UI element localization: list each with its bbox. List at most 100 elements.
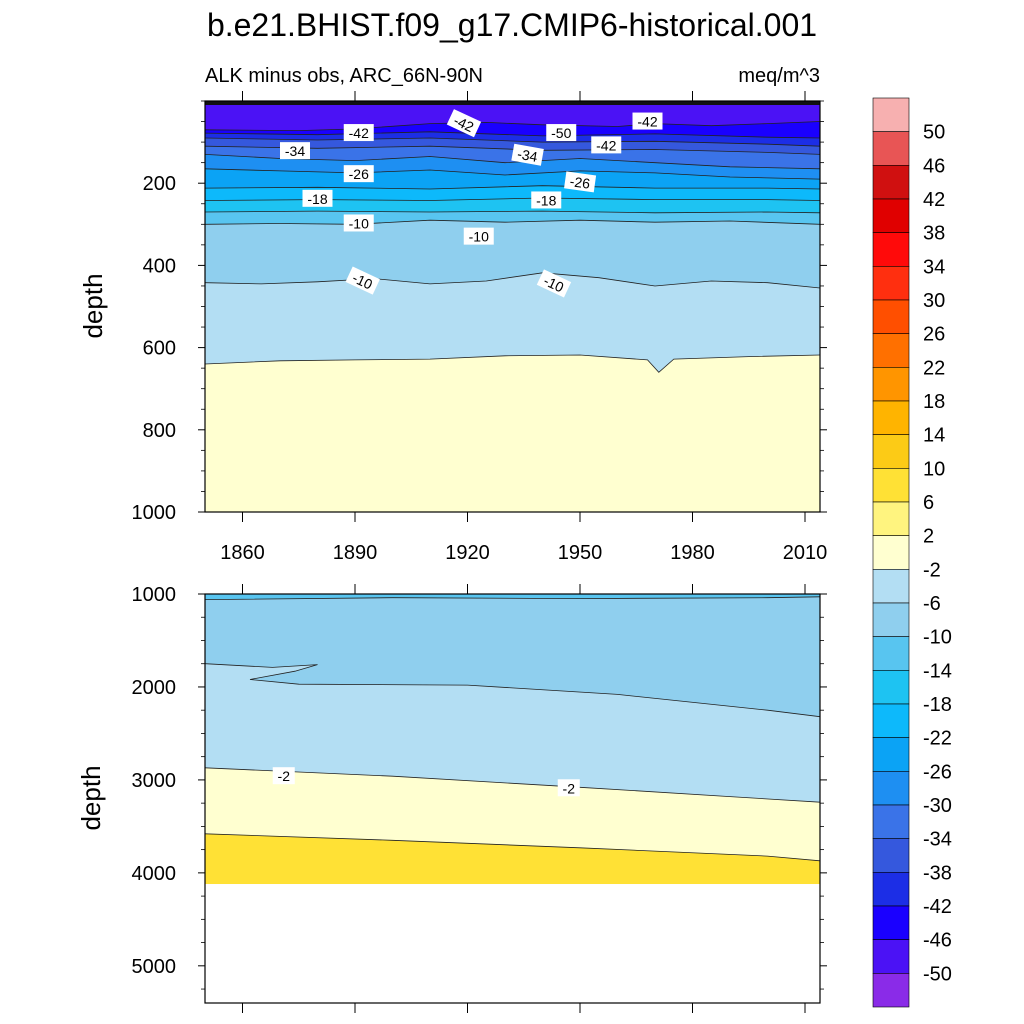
contour-label: -26 (564, 171, 597, 193)
plot-frame (204, 593, 821, 1004)
colorbar-swatch (872, 905, 910, 940)
colorbar-swatch (872, 198, 910, 233)
colorbar-swatch (872, 165, 910, 200)
contour-label: -42 (343, 124, 374, 142)
contour-line (204, 131, 821, 139)
contour-label-bg (343, 165, 374, 183)
contour-label: -26 (343, 165, 374, 183)
y-tick-label: 4000 (132, 863, 177, 885)
contour-label-text: -26 (569, 173, 591, 192)
colorbar-swatch (872, 333, 910, 368)
colorbar-label: -34 (923, 829, 952, 851)
contour-label: -10 (463, 227, 494, 245)
contour-band (205, 594, 820, 717)
colorbar-label: -22 (923, 728, 952, 750)
contour-label-bg (536, 269, 572, 298)
lower-contour-fills (205, 594, 820, 885)
contour-label-bg (302, 189, 333, 207)
colorbar-swatch (872, 97, 910, 132)
contour-label-text: -2 (278, 768, 291, 784)
upper-axes: 200 400 600 800 1000 1860 1890 1920 1950 1980 2010 (132, 91, 827, 564)
contour-label-text: -42 (596, 137, 616, 153)
colorbar-label: 46 (923, 155, 945, 177)
contour-label: -42 (632, 112, 663, 130)
contour-line (204, 121, 821, 132)
contour-label: -42 (446, 109, 482, 138)
colorbar-label: 22 (923, 357, 945, 379)
y-tick-label: 3000 (132, 770, 177, 792)
colorbar-label: 34 (923, 256, 945, 278)
surface-layer (205, 101, 820, 105)
contour-label-bg (511, 143, 544, 166)
contour-label: -10 (343, 214, 374, 232)
lower-contour-labels: -2 -2 (272, 767, 580, 797)
contour-label-bg (272, 767, 295, 785)
colorbar-label: -50 (923, 963, 952, 985)
lower-y-axis-label: depth (76, 765, 106, 830)
colorbar-swatch (872, 973, 910, 1008)
colorbar-label: 14 (923, 425, 945, 447)
contour-label-text: -26 (349, 166, 369, 182)
contour-label-bg (345, 266, 380, 295)
contour-label-text: -42 (349, 125, 369, 141)
y-tick-label: 800 (143, 420, 176, 442)
contour-label-bg (446, 109, 482, 138)
contour-label-bg (632, 112, 663, 130)
contour-label-bg (531, 191, 562, 209)
contour-line (204, 354, 821, 373)
colorbar-swatch (872, 434, 910, 469)
contour-label: -10 (345, 266, 380, 295)
y-tick-label: 400 (143, 255, 176, 277)
colorbar-swatch (872, 535, 910, 570)
contour-label-bg (546, 124, 577, 142)
contour-label: -34 (280, 142, 310, 160)
colorbar-label: 10 (923, 458, 945, 480)
colorbar-swatch (872, 569, 910, 604)
contour-label: -18 (531, 191, 562, 209)
contour-label-text: -34 (516, 146, 539, 165)
colorbar-swatch (872, 367, 910, 402)
colorbar-swatch (872, 266, 910, 301)
contour-line (204, 168, 821, 180)
colorbar-swatch (872, 838, 910, 873)
contour-label-text: -18 (536, 192, 556, 208)
colorbar-label: -38 (923, 862, 952, 884)
colorbar-label: -42 (923, 896, 952, 918)
contour-label-bg (564, 171, 597, 193)
colorbar: 50 46 42 38 34 30 26 22 18 14 10 6 2 -2 -6 -10 -14 -18 -22… (872, 97, 952, 1008)
contour-label-text: -10 (541, 272, 566, 295)
contour-label: -50 (546, 124, 577, 142)
colorbar-swatch (872, 703, 910, 738)
contour-line (204, 219, 821, 225)
colorbar-swatch (872, 501, 910, 536)
colorbar-swatch (872, 468, 910, 503)
contour-line (204, 663, 821, 718)
upper-y-axis-label: depth (78, 273, 108, 338)
contour-line (204, 596, 821, 600)
colorbar-label: 26 (923, 324, 945, 346)
x-tick-label: 1890 (333, 542, 378, 564)
contour-line (204, 767, 821, 803)
contour-label-text: -42 (451, 112, 476, 135)
contour-label: -10 (536, 269, 572, 298)
colorbar-label: 38 (923, 223, 945, 245)
colorbar-swatch (872, 636, 910, 671)
colorbar-label: -46 (923, 930, 952, 952)
x-tick-label: 1950 (558, 542, 603, 564)
contour-label: -18 (302, 189, 333, 207)
y-tick-label: 1000 (132, 502, 177, 524)
x-tick-label: 1980 (670, 542, 715, 564)
contour-line (204, 185, 821, 190)
colorbar-label: -2 (923, 559, 941, 581)
upper-contour-lines (204, 101, 821, 373)
contour-label-bg (557, 779, 580, 797)
contour-label: -2 (557, 779, 580, 797)
colorbar-label: 18 (923, 391, 945, 413)
contour-line (204, 210, 821, 214)
colorbar-swatch (872, 299, 910, 334)
contour-band (205, 594, 820, 600)
contour-label-text: -42 (637, 114, 657, 130)
contour-label-bg (591, 136, 622, 154)
colorbar-label: -26 (923, 761, 952, 783)
